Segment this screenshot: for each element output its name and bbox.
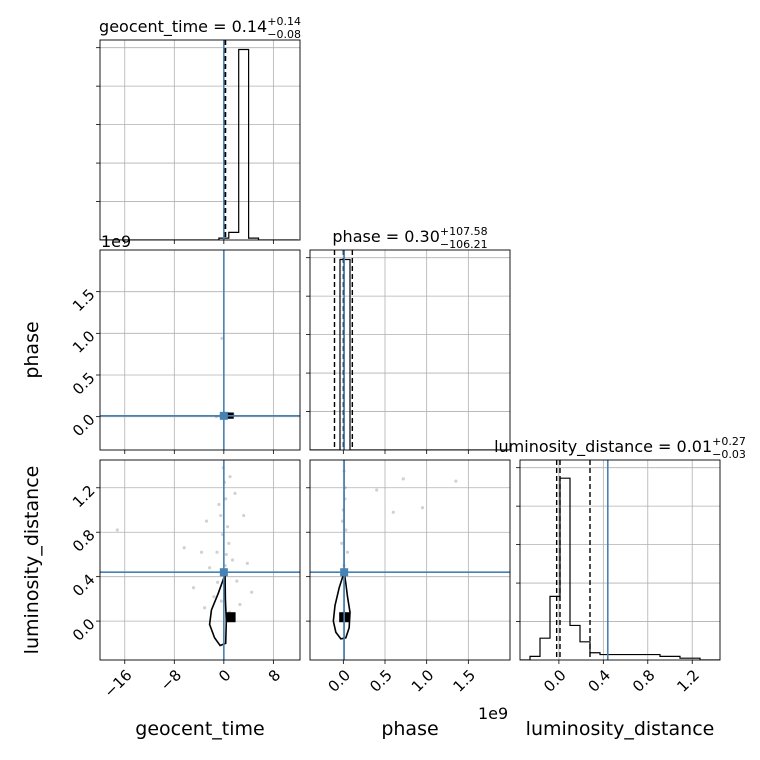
panel-content (520, 460, 720, 660)
panel-frame (309, 249, 511, 451)
panel-frame (99, 39, 301, 241)
sample-point (215, 550, 219, 554)
sample-point (217, 502, 221, 507)
sample-point (230, 558, 235, 562)
sample-point (212, 595, 216, 599)
sample-point (250, 590, 254, 594)
y-tick-label-phase: 1.5 (69, 285, 99, 315)
contour-line (332, 571, 351, 640)
y-tick-label-phase: 1.0 (69, 327, 99, 357)
panel-frame (519, 459, 721, 661)
sample-point (216, 580, 220, 584)
x-tick-label-luminosity_distance: 1.2 (673, 666, 703, 696)
sample-point (191, 586, 196, 590)
x-tick-label-geocent_time: −8 (157, 666, 185, 694)
sample-point (235, 579, 239, 583)
panel-phase-luminosity_distance (306, 459, 511, 664)
panel-frame (99, 249, 301, 451)
sample-point (238, 602, 242, 607)
sample-point (345, 550, 350, 554)
x-tick-label-luminosity_distance: 0.8 (629, 666, 659, 696)
sample-point (233, 491, 237, 495)
x-tick-label-phase: 0.0 (325, 666, 355, 696)
x-tick-label-luminosity_distance: 0.0 (540, 666, 570, 696)
sample-point (199, 550, 204, 554)
sample-point (420, 506, 425, 510)
x-axis-label-phase: phase (381, 718, 438, 740)
truth-marker (340, 568, 349, 577)
sample-point (375, 488, 379, 492)
sample-point (225, 525, 230, 529)
histogram-title-sub-luminosity_distance: −0.03 (712, 448, 746, 461)
histogram-luminosity_distance (520, 477, 720, 660)
truth-marker (219, 411, 228, 420)
y-tick-label-luminosity_distance: 0.0 (69, 615, 99, 645)
panel-geocent_time-phase (96, 249, 301, 454)
y-axis-label-phase: phase (21, 321, 43, 378)
panel-frame (309, 459, 511, 661)
x-axis-label-geocent_time: geocent_time (135, 718, 264, 740)
sample-point (219, 513, 223, 518)
histogram-geocent_time (100, 48, 299, 240)
sample-point (227, 541, 231, 545)
sample-point (204, 519, 209, 523)
sample-point (401, 477, 405, 481)
y-tick-label-phase: 0.5 (69, 369, 99, 399)
y-tick-label-luminosity_distance: 0.8 (69, 526, 99, 556)
panel-content (100, 40, 299, 240)
sample-point (219, 599, 223, 603)
panel-geocent_time-geocent_time (96, 39, 301, 244)
sample-point (182, 546, 186, 550)
sample-point (391, 510, 395, 514)
y-tick-label-luminosity_distance: 0.4 (69, 570, 99, 600)
panel-content (100, 250, 300, 450)
truth-marker (219, 568, 228, 577)
sample-point (245, 561, 249, 565)
panel-phase-phase (306, 249, 511, 454)
panel-content (310, 460, 510, 660)
panel-geocent_time-luminosity_distance (96, 459, 301, 664)
x-tick-label-phase: 0.5 (366, 666, 396, 696)
y-tick-label-luminosity_distance: 1.2 (69, 482, 99, 512)
panel-frame (99, 459, 301, 661)
sample-point (344, 528, 348, 532)
sample-point (207, 566, 212, 570)
x-tick-label-geocent_time: 0 (215, 666, 234, 685)
x-tick-label-luminosity_distance: 0.4 (585, 666, 615, 696)
density-peak (225, 612, 236, 623)
sample-point (220, 336, 224, 340)
contour-line (208, 574, 228, 647)
sample-point (224, 497, 228, 501)
x-offset-label: 1e9 (478, 704, 508, 723)
histogram-title-luminosity_distance: luminosity_distance = 0.01+0.27 (494, 435, 746, 457)
sample-point (224, 552, 228, 557)
histogram-title-sub-geocent_time: −0.08 (267, 28, 301, 41)
y-tick-label-phase: 0.0 (69, 410, 99, 440)
x-axis-label-luminosity_distance: luminosity_distance (526, 718, 715, 740)
y-axis-label-luminosity_distance: luminosity_distance (21, 466, 43, 655)
sample-point (340, 541, 344, 545)
panel-content (310, 250, 510, 450)
sample-point (115, 528, 119, 532)
histogram-title-sub-phase: −106.21 (440, 238, 488, 251)
histogram-title-phase: phase = 0.30+107.58 (332, 225, 487, 246)
histogram-title-geocent_time: geocent_time = 0.14+0.14 (99, 15, 301, 37)
x-tick-label-phase: 1.0 (408, 666, 438, 696)
x-tick-label-geocent_time: 8 (265, 666, 284, 685)
y-offset-label: 1e9 (101, 232, 131, 251)
sample-point (242, 513, 246, 518)
x-tick-label-geocent_time: −16 (100, 666, 135, 701)
panel-luminosity_distance-luminosity_distance (516, 459, 721, 664)
x-tick-label-phase: 1.5 (450, 666, 480, 696)
sample-point (228, 475, 232, 479)
sample-point (203, 606, 207, 610)
sample-point (340, 519, 345, 523)
panel-content (100, 460, 300, 660)
histogram-phase (310, 258, 510, 450)
sample-point (454, 479, 458, 483)
